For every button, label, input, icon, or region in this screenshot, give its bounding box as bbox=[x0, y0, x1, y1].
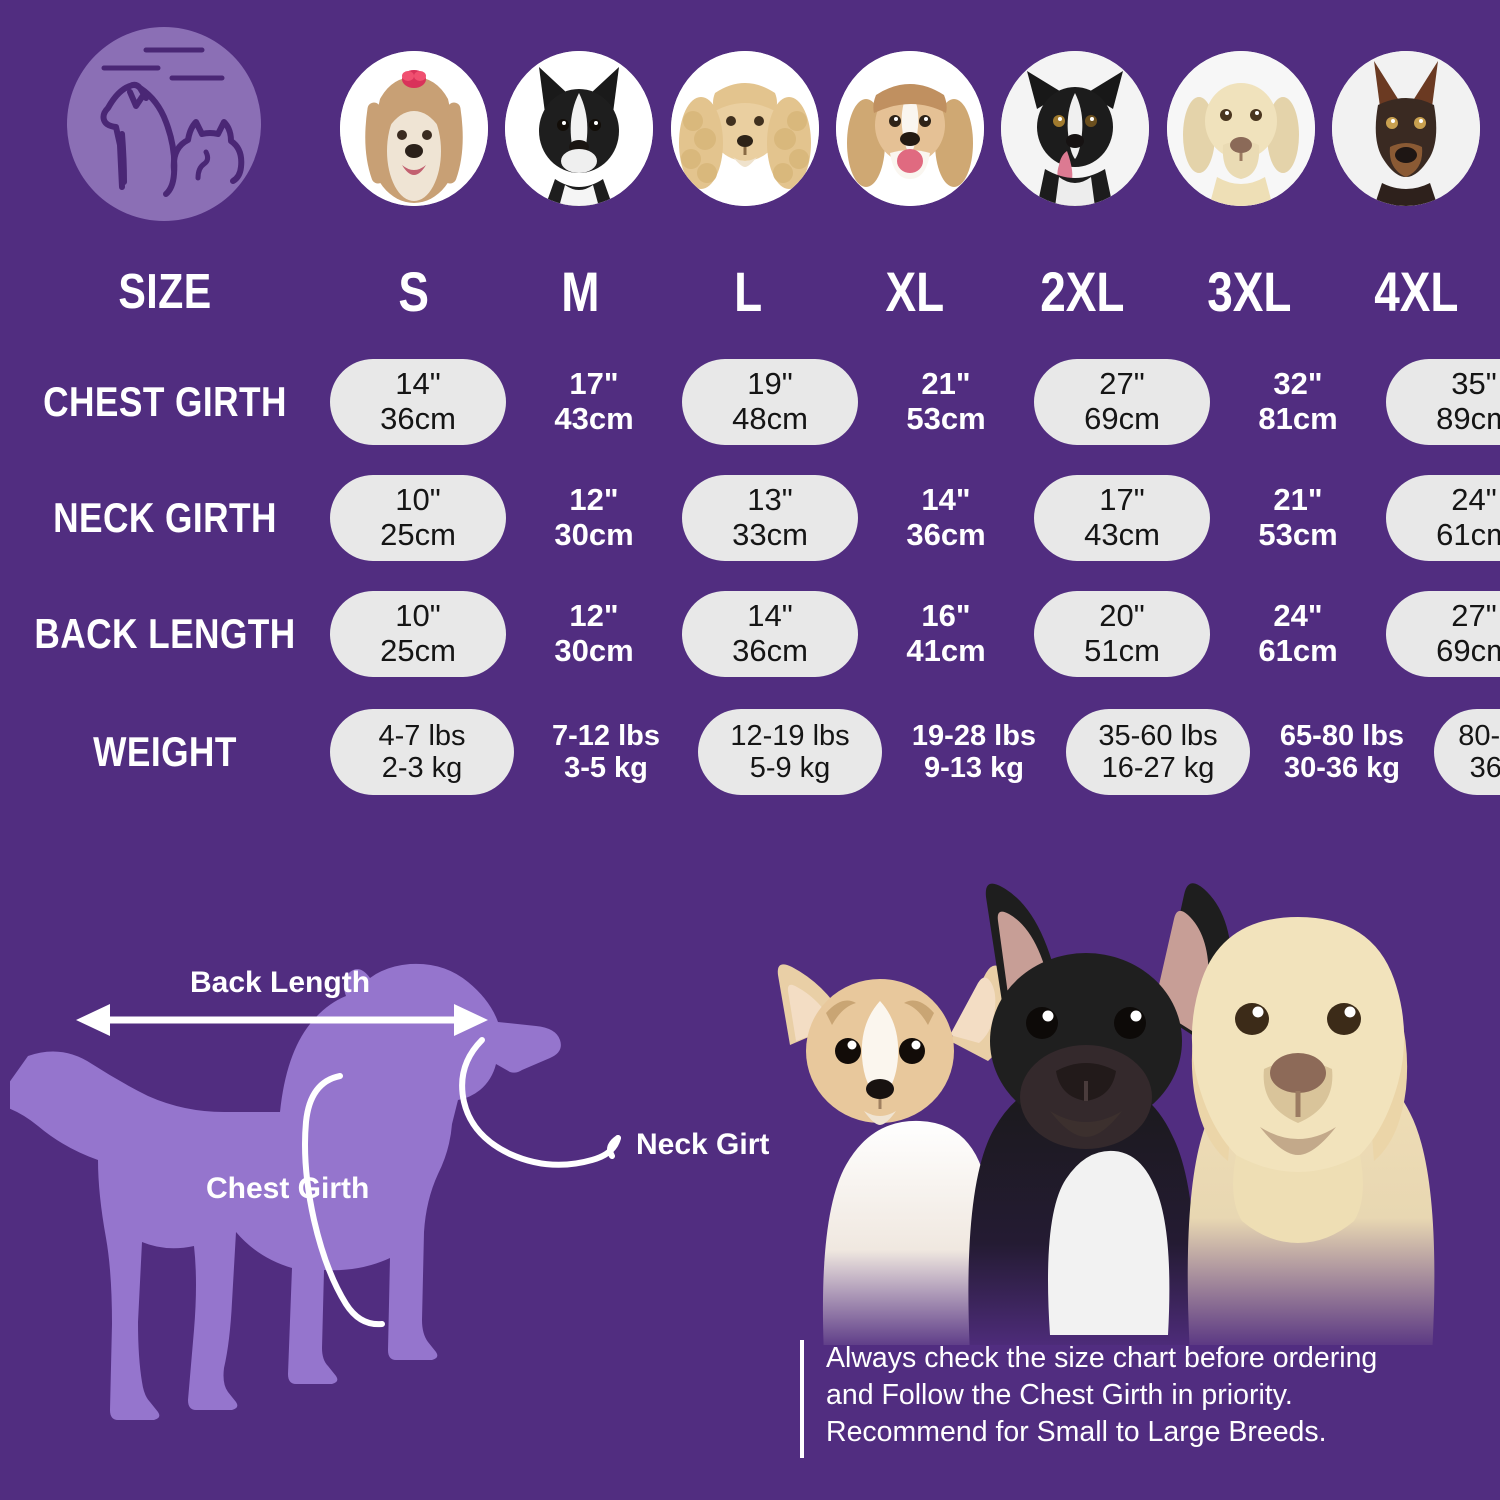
disclaimer-accent-rule bbox=[800, 1340, 804, 1458]
cell-chest-s: 14" 36cm bbox=[330, 359, 506, 445]
size-header-l: L bbox=[664, 259, 831, 324]
size-label-m: M bbox=[561, 259, 600, 323]
cell-chest-4xl: 35" 89cm bbox=[1386, 359, 1500, 445]
cell-neck-s: 10" 25cm bbox=[330, 475, 506, 561]
photo-labrador bbox=[1187, 917, 1435, 1345]
cell-weight-m: 7-12 lbs 3-5 kg bbox=[552, 719, 660, 784]
row-label-weight: WEIGHT bbox=[93, 728, 237, 775]
size-header-m: M bbox=[497, 259, 664, 324]
back-length-arrow-icon bbox=[76, 1004, 488, 1036]
size-header-cells: S M L XL 2XL 3XL 4XL bbox=[330, 259, 1500, 324]
size-header-xl: XL bbox=[831, 259, 998, 324]
avatar-labrador bbox=[1166, 50, 1315, 206]
photo-chihuahua bbox=[777, 964, 1012, 1345]
neck-girth-loop-icon bbox=[459, 1037, 621, 1168]
dog-silhouette-shape bbox=[10, 963, 561, 1420]
avatar-beagle bbox=[835, 50, 984, 206]
cell-chest-xl: 21" 53cm bbox=[906, 366, 986, 436]
breed-size-comparison-photos bbox=[760, 855, 1500, 1345]
row-cells-neck-girth: 10" 25cm 12" 30cm 13" 33cm 14" 36cm 17" 43cm … bbox=[330, 475, 1500, 561]
avatar-border-collie bbox=[1001, 50, 1150, 206]
cell-chest-l: 19" 48cm bbox=[682, 359, 858, 445]
cell-weight-xl: 19-28 lbs 9-13 kg bbox=[911, 719, 1037, 784]
table-row-chest-girth: CHEST GIRTH 14" 36cm 17" 43cm 19" 48cm 21" 5… bbox=[0, 350, 1500, 454]
table-header-row: SIZE S M L XL 2XL 3XL 4XL bbox=[0, 256, 1500, 328]
size-label-l: L bbox=[733, 259, 762, 323]
cell-back-l: 14" 36cm bbox=[682, 591, 858, 677]
avatar-cocker-spaniel bbox=[670, 50, 819, 206]
cell-back-4xl: 27" 69cm bbox=[1386, 591, 1500, 677]
header-strip bbox=[0, 0, 1500, 245]
photo-french-bulldog bbox=[968, 883, 1232, 1345]
disclaimer-text: Always check the size chart before order… bbox=[826, 1340, 1377, 1451]
disclaimer-line-3: Recommend for Small to Large Breeds. bbox=[826, 1416, 1327, 1449]
table-corner-label: SIZE bbox=[118, 265, 212, 319]
cell-back-xl: 16" 41cm bbox=[906, 598, 986, 668]
cell-weight-s: 4-7 lbs 2-3 kg bbox=[330, 709, 514, 795]
chest-girth-label: Chest Girth bbox=[206, 1172, 369, 1205]
disclaimer-line-1: Always check the size chart before order… bbox=[826, 1342, 1378, 1374]
row-cells-chest-girth: 14" 36cm 17" 43cm 19" 48cm 21" 53cm 27" 69cm … bbox=[330, 359, 1500, 445]
cell-back-3xl: 24" 61cm bbox=[1258, 598, 1338, 668]
size-header-3xl: 3XL bbox=[1166, 259, 1333, 324]
table-row-back-length: BACK LENGTH 10" 25cm 12" 30cm 14" 36cm 16" 4… bbox=[0, 582, 1500, 686]
neck-girth-label: Neck Girth bbox=[636, 1128, 770, 1161]
disclaimer-note: Always check the size chart before order… bbox=[800, 1340, 1490, 1470]
chest-girth-loop-icon bbox=[302, 1073, 385, 1328]
cell-chest-m: 17" 43cm bbox=[554, 366, 634, 436]
table-row-weight: WEIGHT 4-7 lbs 2-3 kg 7-12 lbs 3-5 kg 12-1… bbox=[0, 700, 1500, 804]
cell-weight-4xl: 80-120 lbs36-55 kg bbox=[1434, 709, 1500, 795]
measurement-diagram: Back Length Neck Girth Chest Girth bbox=[10, 880, 770, 1490]
size-chart-table: SIZE S M L XL 2XL 3XL 4XL CHEST GIRTH 14… bbox=[0, 248, 1500, 828]
row-label-neck-girth: NECK GIRTH bbox=[53, 494, 277, 541]
size-label-s: S bbox=[398, 259, 429, 323]
cell-chest-3xl: 32" 81cm bbox=[1258, 366, 1338, 436]
cell-neck-2xl: 17" 43cm bbox=[1034, 475, 1210, 561]
size-header-4xl: 4XL bbox=[1333, 259, 1500, 324]
cell-weight-l: 12-19 lbs 5-9 kg bbox=[698, 709, 882, 795]
breed-avatar-row bbox=[340, 48, 1480, 208]
cell-weight-3xl: 65-80 lbs 30-36 kg bbox=[1279, 719, 1405, 784]
size-header-s: S bbox=[330, 259, 497, 324]
pet-brand-logo-icon bbox=[62, 22, 267, 227]
row-cells-back-length: 10" 25cm 12" 30cm 14" 36cm 16" 41cm 20" 51cm … bbox=[330, 591, 1500, 677]
avatar-doberman bbox=[1331, 50, 1480, 206]
cell-back-m: 12" 30cm bbox=[554, 598, 634, 668]
cell-neck-l: 13" 33cm bbox=[682, 475, 858, 561]
size-label-4xl: 4XL bbox=[1374, 259, 1459, 323]
row-cells-weight: 4-7 lbs 2-3 kg 7-12 lbs 3-5 kg 12-19 lbs 5-… bbox=[330, 709, 1500, 795]
size-header-2xl: 2XL bbox=[999, 259, 1166, 324]
cell-chest-2xl: 27" 69cm bbox=[1034, 359, 1210, 445]
cell-neck-xl: 14" 36cm bbox=[906, 482, 986, 552]
size-label-2xl: 2XL bbox=[1040, 259, 1125, 323]
cell-neck-3xl: 21" 53cm bbox=[1258, 482, 1338, 552]
avatar-boston-terrier bbox=[505, 50, 654, 206]
cell-weight-2xl: 35-60 lbs 16-27 kg bbox=[1066, 709, 1250, 795]
cell-back-s: 10" 25cm bbox=[330, 591, 506, 677]
back-length-label: Back Length bbox=[190, 966, 370, 999]
cell-neck-m: 12" 30cm bbox=[554, 482, 634, 552]
row-label-back-length: BACK LENGTH bbox=[34, 610, 296, 657]
row-label-chest-girth: CHEST GIRTH bbox=[43, 378, 287, 425]
size-label-3xl: 3XL bbox=[1207, 259, 1292, 323]
avatar-shih-tzu bbox=[340, 50, 488, 206]
cell-back-2xl: 20" 51cm bbox=[1034, 591, 1210, 677]
size-label-xl: XL bbox=[885, 259, 945, 323]
table-row-neck-girth: NECK GIRTH 10" 25cm 12" 30cm 13" 33cm 14" 36… bbox=[0, 466, 1500, 570]
disclaimer-line-2: and Follow the Chest Girth in priority. bbox=[826, 1379, 1293, 1412]
cell-neck-4xl: 24" 61cm bbox=[1386, 475, 1500, 561]
